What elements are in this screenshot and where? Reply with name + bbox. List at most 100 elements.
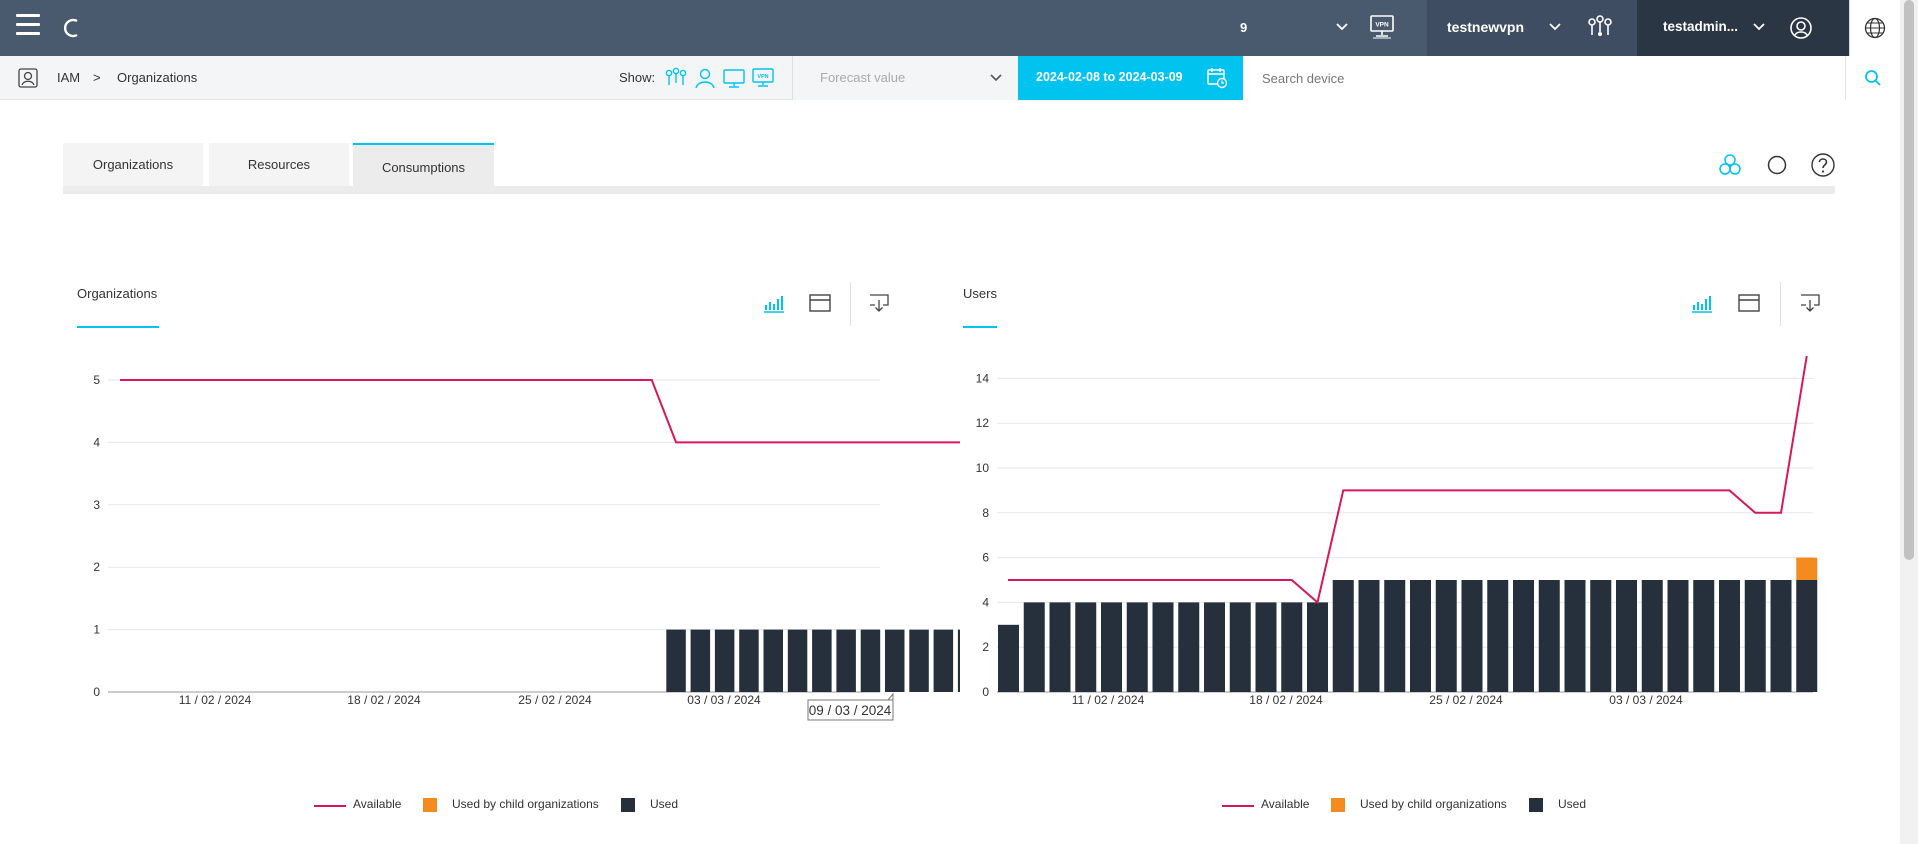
bar-used [1487, 580, 1509, 692]
chevron-down-icon[interactable] [1752, 20, 1766, 34]
network-icon[interactable] [1587, 15, 1613, 39]
bar-used [957, 629, 960, 692]
bar-used [1101, 602, 1122, 692]
breadcrumb-current: Organizations [117, 70, 198, 85]
bar-used [1564, 580, 1586, 692]
help-icon[interactable] [1810, 152, 1836, 178]
hierarchy-circles-icon[interactable] [1717, 152, 1743, 178]
x-tick-label: 25 / 02 / 2024 [518, 693, 592, 707]
bar-used [690, 629, 711, 692]
bar-used [1178, 602, 1200, 692]
bar-used [812, 629, 832, 692]
legend-label: Used [1558, 797, 1587, 811]
search-input[interactable] [1243, 56, 1845, 100]
globe-icon [1864, 17, 1886, 39]
vpn-selector[interactable]: testnewvpn [1427, 0, 1637, 56]
bar-used [860, 629, 881, 692]
y-tick-label: 0 [93, 685, 100, 699]
bar-used [763, 629, 783, 692]
table-view-icon[interactable] [1737, 292, 1761, 314]
bar-used [739, 629, 759, 692]
bar-used [1255, 602, 1277, 692]
bar-used [1513, 580, 1534, 692]
series-line-available [1008, 355, 1808, 605]
download-icon[interactable] [1798, 292, 1822, 314]
y-tick-label: 12 [976, 416, 990, 430]
date-range-button[interactable]: 2024-02-08 to 2024-03-09 [1018, 56, 1243, 100]
chevron-down-icon[interactable] [989, 71, 1003, 85]
scrollbar-thumb[interactable] [1904, 0, 1914, 560]
y-tick-label: 0 [982, 685, 989, 699]
network-icon[interactable] [665, 67, 687, 89]
bar-chart-icon[interactable] [762, 292, 786, 314]
forecast-select[interactable]: Forecast value [792, 56, 1018, 100]
circle-icon[interactable] [1764, 152, 1790, 178]
y-tick-label: 4 [93, 435, 100, 449]
y-tick-label: 3 [93, 498, 100, 512]
bar-used [1538, 580, 1560, 692]
bar-used [933, 629, 954, 692]
bar-used [1641, 580, 1663, 692]
bar-used [1693, 580, 1715, 692]
series-line-available [120, 379, 960, 444]
bar-used [1152, 602, 1174, 692]
legend-swatch [1331, 798, 1345, 812]
iam-icon[interactable] [17, 67, 39, 89]
tab-resources[interactable]: Resources [209, 143, 349, 186]
bar-used [1384, 580, 1406, 692]
panel-title-organizations[interactable]: Organizations [77, 286, 158, 301]
bar-used [1229, 602, 1251, 692]
chevron-down-icon[interactable] [1335, 20, 1349, 34]
bar-used [1719, 580, 1740, 692]
user-avatar-icon[interactable] [1789, 16, 1813, 40]
language-selector[interactable] [1849, 0, 1900, 56]
tab-consumptions[interactable]: Consumptions [353, 143, 494, 188]
y-tick-label: 2 [982, 640, 989, 654]
legend-label: Used by child organizations [1360, 797, 1507, 811]
bar-used [1075, 602, 1097, 692]
table-view-icon[interactable] [808, 292, 832, 314]
y-tick-label: 1 [93, 623, 100, 637]
bar-chart-icon[interactable] [1690, 292, 1714, 314]
legend-label: Available [353, 797, 402, 811]
vpn-monitor-icon[interactable]: VPN [752, 67, 774, 89]
legend-label: Used [650, 797, 679, 811]
search-button[interactable] [1845, 56, 1900, 100]
bar-used [885, 629, 905, 692]
bar-used-child [1796, 557, 1818, 580]
legend-swatch [1222, 805, 1254, 807]
bar-used [1667, 580, 1689, 692]
bar-used [1770, 580, 1792, 692]
y-tick-label: 10 [976, 461, 990, 475]
bar-used [1023, 602, 1045, 692]
user-menu[interactable]: testadmin... [1637, 0, 1849, 56]
bar-used [1796, 580, 1818, 692]
legend-label: Available [1261, 797, 1310, 811]
bar-used [1410, 580, 1431, 692]
monitor-icon[interactable] [723, 67, 745, 89]
download-icon[interactable] [867, 292, 891, 314]
chevron-down-icon[interactable] [1548, 20, 1562, 34]
app-logo-icon[interactable] [60, 16, 84, 40]
tooltip-date: 09 / 03 / 2024 [809, 703, 892, 718]
tabs-underline [63, 186, 1835, 194]
device-count: 9 [1240, 20, 1248, 35]
panel-title-users[interactable]: Users [963, 286, 997, 301]
user-icon[interactable] [694, 67, 716, 89]
bar-used [1461, 580, 1483, 692]
users-chart: 0 2 4 6 8 10 12 14 11 / 02 / 2024 18 / 02 / 2024 2… [976, 355, 1818, 707]
bar-used [1616, 580, 1637, 692]
vpn-monitor-icon[interactable]: VPN [1368, 14, 1396, 40]
bar-used [1126, 602, 1148, 692]
y-tick-label: 5 [93, 373, 100, 387]
vpn-name: testnewvpn [1447, 19, 1525, 35]
bar-used [1204, 602, 1225, 692]
bar-used [1307, 602, 1328, 692]
user-name: testadmin... [1663, 19, 1739, 34]
bar-used [836, 629, 856, 692]
breadcrumb-root[interactable]: IAM [57, 70, 81, 85]
hamburger-menu-icon[interactable] [16, 14, 40, 40]
organizations-chart: 0 1 2 3 4 5 11 / 02 / 2024 18 / 02 / 2024 25 / 0… [93, 373, 960, 721]
tab-organizations[interactable]: Organizations [63, 143, 203, 186]
x-tick-label: 03 / 03 / 2024 [1609, 693, 1683, 707]
